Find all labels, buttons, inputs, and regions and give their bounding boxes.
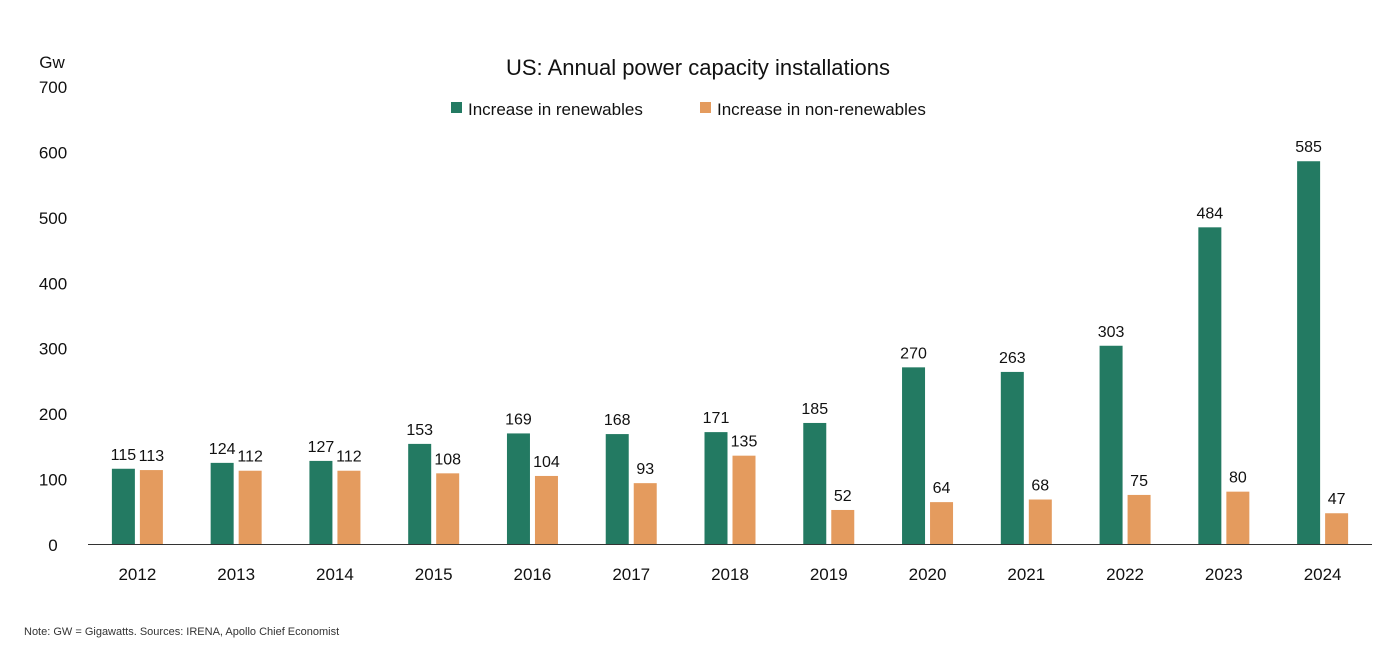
bar-non-renewables-2014: [337, 470, 361, 544]
data-label-renewables-2017: 168: [604, 412, 631, 429]
data-label-renewables-2015: 153: [406, 422, 433, 439]
x-tick-label: 2015: [415, 565, 453, 584]
bar-renewables-2016: [506, 433, 530, 544]
data-label-non-renewables-2023: 80: [1229, 470, 1247, 487]
data-label-non-renewables-2022: 75: [1130, 473, 1148, 490]
data-label-renewables-2023: 484: [1196, 205, 1223, 222]
bar-non-renewables-2012: [139, 470, 163, 544]
bar-non-renewables-2020: [930, 502, 954, 544]
data-label-non-renewables-2013: 112: [237, 449, 263, 466]
legend-label-renewables: Increase in renewables: [468, 100, 643, 119]
y-tick-label: 400: [39, 274, 67, 293]
x-tick-label: 2013: [217, 565, 255, 584]
bar-renewables-2017: [605, 434, 629, 544]
bar-renewables-2018: [704, 432, 728, 544]
data-label-renewables-2013: 124: [209, 441, 236, 458]
x-axis: 2012 2013 2014 2015 2016 2017 2018 2019 2020 2021…: [88, 544, 1372, 584]
data-label-renewables-2016: 169: [505, 411, 532, 428]
chart-title: US: Annual power capacity installations: [506, 55, 890, 80]
bar-non-renewables-2013: [238, 470, 262, 544]
footnote: Note: GW = Gigawatts. Sources: IRENA, Ap…: [24, 626, 340, 638]
bar-non-renewables-2024: [1325, 513, 1349, 544]
bar-non-renewables-2017: [633, 483, 657, 544]
bar-renewables-2015: [408, 443, 432, 544]
legend-swatch-non-renewables: [700, 102, 711, 113]
bar-non-renewables-2023: [1226, 491, 1250, 544]
bar-group-2016: 169 104: [505, 411, 560, 544]
x-tick-label: 2023: [1205, 565, 1243, 584]
bar-non-renewables-2021: [1028, 499, 1052, 544]
bar-renewables-2024: [1297, 161, 1321, 544]
x-tick-label: 2020: [909, 565, 947, 584]
data-label-non-renewables-2020: 64: [933, 480, 951, 497]
y-tick-label: 700: [39, 78, 67, 97]
data-label-non-renewables-2024: 47: [1328, 491, 1346, 508]
y-axis: 0 100 200 300 400 500 600 700: [39, 78, 67, 555]
bar-renewables-2013: [210, 462, 234, 544]
data-label-renewables-2022: 303: [1098, 324, 1125, 341]
x-tick-label: 2012: [118, 565, 156, 584]
y-tick-label: 200: [39, 405, 67, 424]
data-label-renewables-2012: 115: [111, 447, 137, 464]
y-tick-label: 600: [39, 143, 67, 162]
data-label-renewables-2020: 270: [900, 345, 927, 362]
x-tick-label: 2022: [1106, 565, 1144, 584]
x-tick-label: 2021: [1007, 565, 1045, 584]
data-label-non-renewables-2019: 52: [834, 488, 852, 505]
data-label-non-renewables-2012: 113: [139, 448, 165, 465]
x-tick-label: 2016: [514, 565, 552, 584]
legend-swatch-renewables: [451, 102, 462, 113]
bar-group-2024: 585 47: [1295, 139, 1349, 544]
bar-group-2017: 168 93: [604, 412, 657, 544]
data-label-non-renewables-2015: 108: [434, 451, 461, 468]
x-tick-label: 2018: [711, 565, 749, 584]
bar-renewables-2012: [111, 468, 135, 544]
bar-group-2023: 484 80: [1196, 205, 1250, 544]
x-tick-label: 2014: [316, 565, 354, 584]
data-label-non-renewables-2016: 104: [533, 454, 560, 471]
x-tick-label: 2017: [612, 565, 650, 584]
bar-non-renewables-2015: [436, 473, 460, 544]
x-tick-label: 2024: [1304, 565, 1342, 584]
bar-non-renewables-2018: [732, 455, 756, 544]
bar-group-2019: 185 52: [801, 401, 855, 544]
bar-renewables-2021: [1000, 371, 1024, 544]
bar-renewables-2023: [1198, 227, 1222, 544]
y-axis-label: Gw: [39, 53, 65, 72]
bar-non-renewables-2019: [831, 509, 855, 544]
bar-group-2012: 115 113: [111, 447, 165, 544]
y-tick-label: 100: [39, 471, 67, 490]
y-tick-label: 0: [48, 536, 57, 555]
data-label-renewables-2014: 127: [308, 439, 335, 456]
y-tick-label: 500: [39, 209, 67, 228]
data-label-renewables-2021: 263: [999, 350, 1026, 367]
data-label-non-renewables-2017: 93: [636, 461, 654, 478]
legend-label-non-renewables: Increase in non-renewables: [717, 100, 926, 119]
bar-group-2013: 124 112: [209, 441, 263, 544]
bar-renewables-2019: [803, 422, 827, 544]
legend: Increase in renewables Increase in non-re…: [451, 100, 926, 119]
bars: 115 113 124 1121271121531081691041689317113…: [111, 139, 1349, 544]
x-tick-label: 2019: [810, 565, 848, 584]
bar-group-2020: 270 64: [900, 345, 954, 544]
data-label-renewables-2019: 185: [801, 401, 828, 418]
bar-group-2022: 303 75: [1098, 324, 1151, 544]
bar-renewables-2022: [1099, 345, 1123, 544]
data-label-non-renewables-2014: 112: [336, 449, 362, 466]
bar-renewables-2020: [902, 367, 926, 544]
y-tick-label: 300: [39, 340, 67, 359]
bar-non-renewables-2022: [1127, 494, 1151, 544]
bar-renewables-2014: [309, 460, 333, 544]
data-label-non-renewables-2018: 135: [731, 434, 758, 451]
bar-group-2021: 263 68: [999, 350, 1052, 544]
data-label-non-renewables-2021: 68: [1031, 478, 1049, 495]
data-label-renewables-2018: 171: [703, 410, 730, 427]
data-label-renewables-2024: 585: [1295, 139, 1322, 156]
bar-non-renewables-2016: [534, 475, 558, 544]
